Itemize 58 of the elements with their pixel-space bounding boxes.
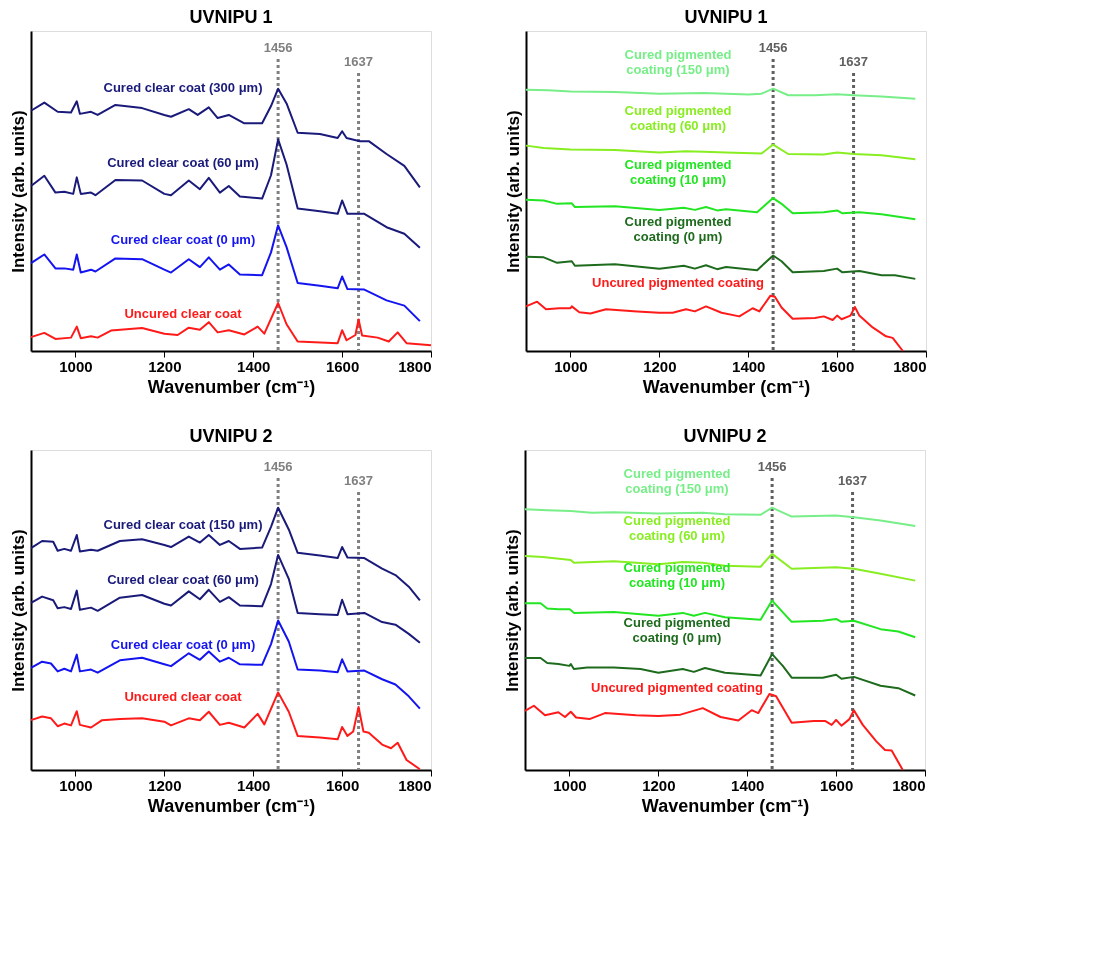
ref-line-label: 1637 <box>838 473 868 488</box>
x-tick-label: 1000 <box>59 357 93 375</box>
x-tick-label: 1800 <box>398 776 432 794</box>
ref-line-label: 1637 <box>839 54 869 69</box>
x-tick-label: 1600 <box>325 776 360 794</box>
series-label: Uncured pigmented coating <box>591 679 764 695</box>
y-axis-title: Intensity (arb. units) <box>8 529 28 692</box>
ref-line-label: 1456 <box>263 40 293 55</box>
ref-line-label: 1456 <box>757 459 787 474</box>
ref-line-label: 1637 <box>344 54 374 69</box>
x-tick-label: 1000 <box>554 357 588 375</box>
x-axis-title: Wavenumber (cm⁻¹) <box>147 376 316 397</box>
x-tick-label: 1800 <box>893 357 927 375</box>
series-label: Cured clear coat (60 μm) <box>107 571 259 587</box>
series-label: Cured clear coat (150 μm) <box>103 517 263 533</box>
x-tick-label: 1400 <box>731 776 765 794</box>
series-label: Cured clear coat (300 μm) <box>103 79 263 95</box>
x-axis-title: Wavenumber (cm⁻¹) <box>642 376 811 397</box>
chart-title: UVNIPU 2 <box>683 426 767 446</box>
x-axis-title: Wavenumber (cm⁻¹) <box>641 795 810 816</box>
chart-title: UVNIPU 1 <box>684 7 768 27</box>
y-axis-title: Intensity (arb. units) <box>8 110 28 273</box>
x-axis-title: Wavenumber (cm⁻¹) <box>147 795 316 816</box>
series-label: Uncured clear coat <box>124 689 243 705</box>
ref-line-label: 1456 <box>263 459 293 474</box>
series-label: Cured pigmented coating (0 μm) <box>624 213 732 244</box>
series-label: Cured pigmented coating (60 μm) <box>624 102 732 133</box>
x-tick-label: 1600 <box>819 776 854 794</box>
ref-line-label: 1637 <box>344 473 374 488</box>
series-label: Cured pigmented coating (60 μm) <box>623 512 731 543</box>
x-tick-label: 1600 <box>325 357 360 375</box>
x-tick-label: 1200 <box>642 776 676 794</box>
y-axis-title: Intensity (arb. units) <box>502 529 522 692</box>
series-label: Uncured pigmented coating <box>592 275 765 291</box>
series-label: Cured pigmented coating (150 μm) <box>623 466 731 497</box>
x-tick-label: 1200 <box>148 357 182 375</box>
chart-title: UVNIPU 2 <box>189 426 273 446</box>
y-axis-title: Intensity (arb. units) <box>503 110 523 273</box>
x-tick-label: 1600 <box>820 357 855 375</box>
x-tick-label: 1000 <box>59 776 93 794</box>
series-label: Cured clear coat (0 μm) <box>110 232 256 248</box>
x-tick-label: 1800 <box>892 776 926 794</box>
series-label: Cured clear coat (60 μm) <box>107 155 259 171</box>
series-label: Cured pigmented coating (0 μm) <box>623 615 731 645</box>
x-tick-label: 1200 <box>148 776 182 794</box>
series-label: Cured clear coat (0 μm) <box>110 636 256 652</box>
x-tick-label: 1400 <box>237 357 271 375</box>
series-label: Cured pigmented coating (10 μm) <box>624 156 732 187</box>
x-tick-label: 1200 <box>643 357 677 375</box>
x-tick-label: 1400 <box>732 357 766 375</box>
x-tick-label: 1400 <box>237 776 271 794</box>
chart-title: UVNIPU 1 <box>189 7 273 27</box>
x-tick-label: 1800 <box>398 357 432 375</box>
series-label: Cured pigmented coating (10 μm) <box>623 560 731 591</box>
series-label: Cured pigmented coating (150 μm) <box>624 46 732 77</box>
x-tick-label: 1000 <box>553 776 587 794</box>
ref-line-label: 1456 <box>758 40 788 55</box>
series-label: Uncured clear coat <box>124 306 243 322</box>
